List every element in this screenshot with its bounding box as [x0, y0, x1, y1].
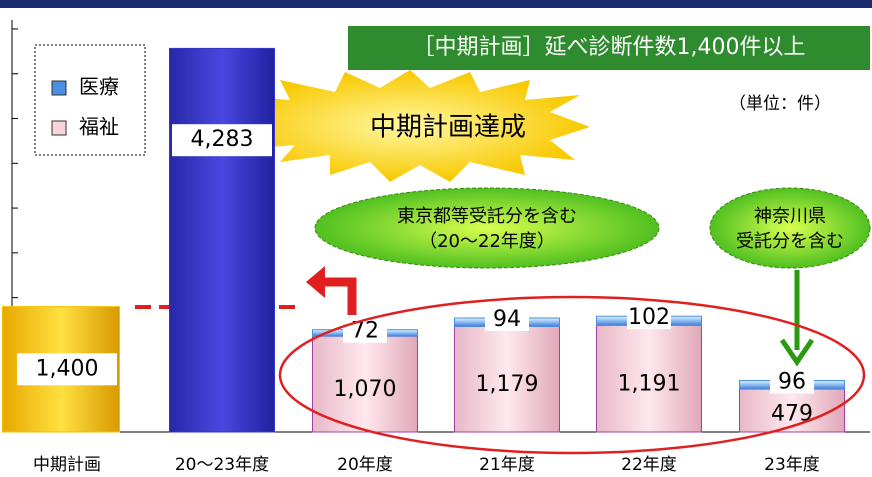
value-label: 1,179 — [476, 372, 539, 397]
x-tick-label: 中期計画 — [33, 455, 101, 475]
highlight-ring — [278, 295, 866, 455]
bar-segment — [739, 388, 845, 433]
label-bg — [17, 353, 117, 386]
unit-label: （単位：件） — [729, 94, 831, 114]
star-burst — [225, 70, 590, 182]
annotation: 東京都等受託分を含む — [397, 206, 577, 227]
legend-swatch — [51, 120, 67, 136]
annotation: 受託分を含む — [736, 231, 844, 252]
annotation: （20～22年度） — [419, 231, 555, 252]
annotation: 中期計画達成 — [370, 113, 526, 143]
value-label: 479 — [771, 402, 813, 427]
value-label: 96 — [778, 370, 806, 395]
legend — [34, 44, 146, 156]
title-box — [348, 26, 870, 70]
x-tick-label: 20～23年度 — [175, 455, 269, 475]
legend-label: 福祉 — [79, 115, 119, 139]
arrow-head — [779, 338, 815, 367]
label-bg — [770, 371, 814, 394]
chart-title: ［中期計画］延べ診断件数1,400件以上 — [413, 35, 806, 60]
value-label: 94 — [493, 307, 521, 332]
x-tick-label: 21年度 — [479, 455, 535, 475]
callout — [314, 187, 660, 269]
label-bg — [485, 308, 529, 331]
value-label: 4,283 — [191, 127, 254, 152]
label-bg — [627, 307, 671, 330]
value-label: 1,191 — [618, 372, 681, 397]
label-bg — [172, 124, 272, 157]
arrow-head — [306, 266, 325, 298]
legend-swatch — [51, 80, 67, 96]
x-tick-label: 23年度 — [764, 455, 820, 475]
legend-label: 医療 — [79, 75, 119, 99]
x-tick-label: 20年度 — [337, 455, 393, 475]
value-label: 1,400 — [36, 356, 99, 381]
callout — [709, 187, 871, 269]
value-label: 102 — [628, 305, 670, 330]
top-band — [0, 0, 872, 8]
label-bg — [343, 320, 387, 343]
x-tick-label: 22年度 — [621, 455, 677, 475]
annotation: 神奈川県 — [754, 206, 826, 227]
bar-segment — [596, 324, 702, 433]
arrow — [322, 277, 357, 315]
value-label: 1,070 — [334, 377, 397, 402]
bar — [169, 47, 275, 433]
